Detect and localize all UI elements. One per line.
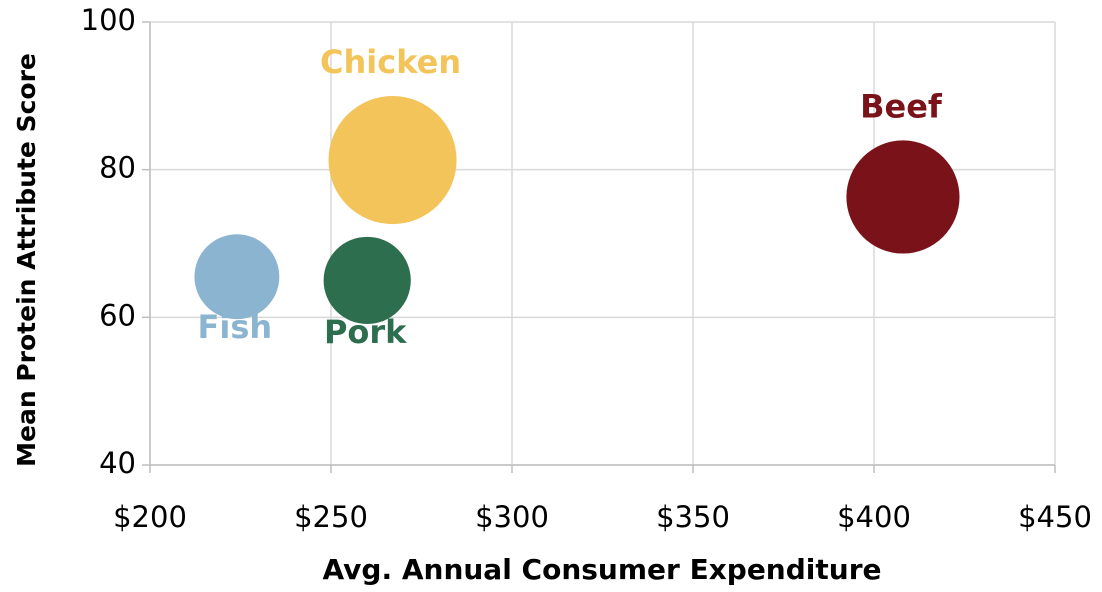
y-axis-title: Mean Protein Attribute Score [12, 53, 41, 467]
y-tick-label: 100 [81, 3, 136, 37]
x-tick-label: $250 [294, 500, 368, 534]
x-axis-title: Avg. Annual Consumer Expenditure [322, 553, 881, 586]
y-tick-label: 80 [99, 151, 136, 185]
x-tick-label: $400 [837, 500, 911, 534]
y-tick-label: 60 [99, 298, 136, 332]
bubble [323, 236, 411, 325]
x-tick-label: $200 [113, 500, 187, 534]
bubble [846, 140, 960, 254]
bubble [328, 96, 457, 225]
data-label: Beef [860, 87, 943, 125]
bubble [194, 234, 280, 320]
y-tick-label: 40 [99, 446, 136, 480]
data-label: Chicken [320, 43, 461, 81]
data-label: Fish [198, 308, 273, 346]
x-tick-label: $300 [475, 500, 549, 534]
x-tick-label: $350 [656, 500, 730, 534]
x-tick-label: $450 [1018, 500, 1092, 534]
data-label: Pork [324, 313, 407, 351]
